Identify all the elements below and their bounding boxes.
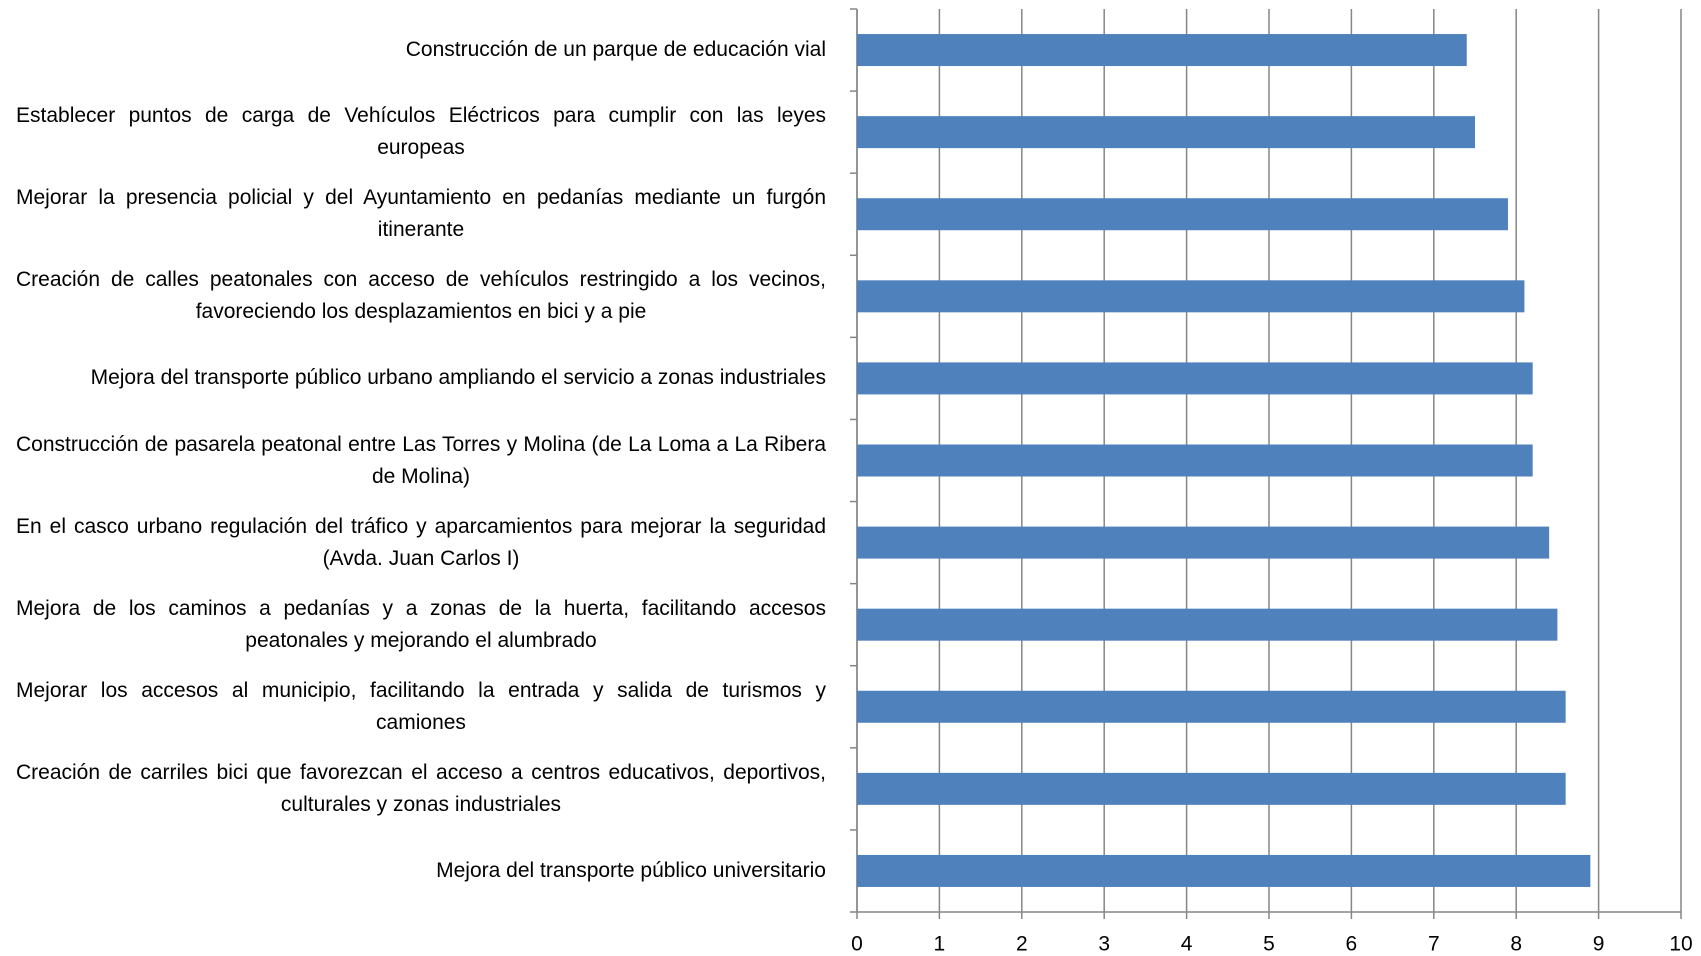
bar [857,116,1475,149]
x-tick-label: 6 [1346,933,1358,956]
x-tick-label: 10 [1669,933,1692,956]
x-tick-label: 3 [1098,933,1110,956]
y-tick-label: Mejora del transporte público universita… [436,858,826,882]
y-tick-label: En el casco urbano regulación del tráfic… [16,514,826,570]
x-tick-label: 2 [1016,933,1028,956]
x-tick-label: 9 [1593,933,1605,956]
x-tick-label: 5 [1263,933,1275,956]
y-tick-label: Construcción de pasarela peatonal entre … [16,432,826,488]
y-tick-label: Mejorar la presencia policial y del Ayun… [16,186,826,242]
x-tick-label: 1 [934,933,946,956]
y-tick-label: Mejora del transporte público urbano amp… [90,366,826,390]
bar [857,444,1533,477]
y-tick-label: Establecer puntos de carga de Vehículos … [16,104,826,160]
y-tick-label: Creación de carriles bici que favorezcan… [16,760,826,816]
bar [857,526,1550,559]
x-tick-label: 7 [1428,933,1440,956]
bar [857,362,1533,395]
y-tick-label: Mejora de los caminos a pedanías y a zon… [16,596,826,652]
bar [857,608,1558,641]
bar [857,198,1508,231]
y-tick-label: Mejorar los accesos al municipio, facili… [16,678,826,734]
y-tick-label: Creación de calles peatonales con acceso… [16,268,826,324]
bar [857,690,1566,723]
bar [857,280,1525,313]
bar [857,772,1566,805]
bar [857,854,1591,887]
x-tick-label: 0 [851,933,863,956]
bar [857,34,1467,67]
x-tick-label: 4 [1181,933,1193,956]
y-tick-label: Construcción de un parque de educación v… [405,38,826,62]
x-tick-label: 8 [1510,933,1522,956]
